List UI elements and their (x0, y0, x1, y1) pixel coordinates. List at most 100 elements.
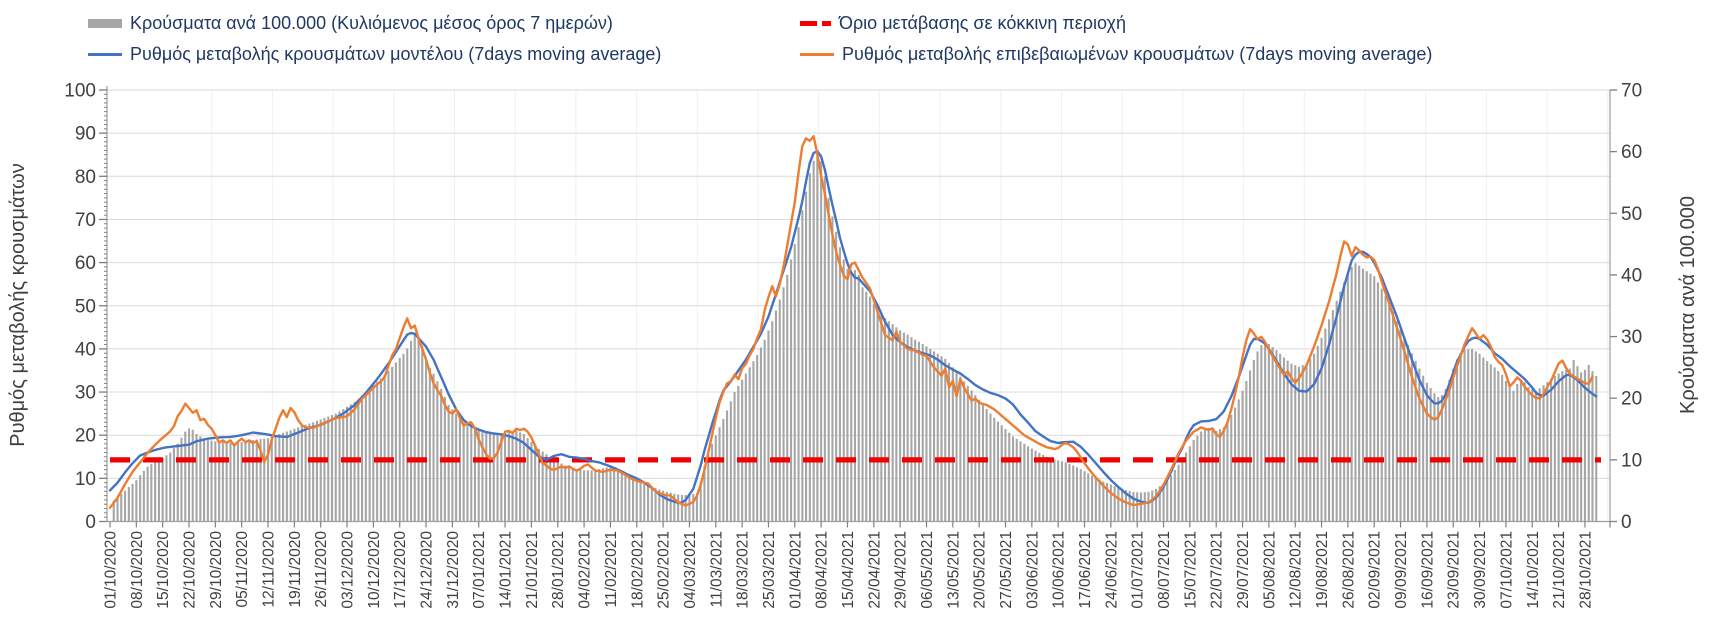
svg-text:22/04/2021: 22/04/2021 (866, 531, 883, 609)
cases-bars-series (112, 154, 1598, 522)
legend-item-cases-bars: Κρούσματα ανά 100.000 (Κυλιόμενος μέσος … (88, 11, 613, 35)
svg-text:24/12/2020: 24/12/2020 (419, 531, 436, 609)
svg-text:22/07/2021: 22/07/2021 (1209, 531, 1226, 609)
svg-text:03/12/2020: 03/12/2020 (340, 531, 357, 609)
svg-text:50: 50 (1621, 204, 1642, 225)
svg-text:40: 40 (1621, 265, 1642, 286)
svg-text:19/08/2021: 19/08/2021 (1314, 531, 1331, 609)
svg-text:15/04/2021: 15/04/2021 (840, 531, 857, 609)
svg-text:04/03/2021: 04/03/2021 (682, 531, 699, 609)
svg-text:29/07/2021: 29/07/2021 (1235, 531, 1252, 609)
svg-text:03/06/2021: 03/06/2021 (1024, 531, 1041, 609)
svg-text:60: 60 (1621, 142, 1642, 163)
svg-text:01/10/2020: 01/10/2020 (103, 531, 120, 609)
svg-text:12/11/2020: 12/11/2020 (261, 531, 278, 608)
svg-text:22/10/2020: 22/10/2020 (182, 531, 199, 609)
svg-text:26/08/2021: 26/08/2021 (1340, 531, 1357, 609)
svg-text:07/01/2021: 07/01/2021 (471, 531, 488, 609)
svg-text:30/09/2021: 30/09/2021 (1472, 531, 1489, 609)
svg-text:30: 30 (1621, 327, 1642, 348)
svg-text:10: 10 (75, 469, 96, 490)
x-tick-labels: 01/10/2020 08/10/2020 15/10/2020 22/10/2020… (103, 531, 1595, 609)
svg-text:09/09/2021: 09/09/2021 (1393, 531, 1410, 609)
svg-text:26/11/2020: 26/11/2020 (313, 531, 330, 608)
svg-text:17/12/2020: 17/12/2020 (392, 531, 409, 609)
confirmed-rate-line-swatch-icon (800, 52, 834, 56)
svg-text:14/01/2021: 14/01/2021 (498, 531, 515, 609)
svg-text:20/05/2021: 20/05/2021 (972, 531, 989, 609)
svg-text:70: 70 (1621, 81, 1642, 102)
svg-text:16/09/2021: 16/09/2021 (1419, 531, 1436, 609)
svg-text:80: 80 (75, 167, 96, 188)
svg-text:100: 100 (64, 81, 96, 102)
y-left-ticks (99, 89, 107, 523)
svg-text:10: 10 (1621, 450, 1642, 471)
confirmed-rate-line (108, 134, 1594, 509)
legend-item-confirmed-rate: Ρυθμός μεταβολής επιβεβαιωμένων κρουσμάτ… (800, 42, 1432, 66)
legend-label: Ρυθμός μεταβολής κρουσμάτων μοντέλου (7d… (130, 43, 662, 64)
svg-text:28/10/2021: 28/10/2021 (1577, 531, 1594, 609)
svg-text:15/10/2020: 15/10/2020 (155, 531, 172, 609)
y-right-axis-title: Κρούσματα ανά 100.000 (1677, 196, 1699, 414)
svg-text:04/02/2021: 04/02/2021 (577, 531, 594, 609)
svg-text:29/10/2020: 29/10/2020 (208, 531, 225, 609)
svg-text:28/01/2021: 28/01/2021 (550, 531, 567, 609)
svg-text:01/04/2021: 01/04/2021 (787, 531, 804, 609)
svg-text:0: 0 (1621, 512, 1632, 533)
legend-label: Ρυθμός μεταβολής επιβεβαιωμένων κρουσμάτ… (842, 43, 1433, 64)
svg-text:20: 20 (1621, 389, 1642, 410)
svg-text:02/09/2021: 02/09/2021 (1367, 531, 1384, 609)
svg-text:12/08/2021: 12/08/2021 (1288, 531, 1305, 609)
svg-text:11/02/2021: 11/02/2021 (603, 531, 620, 607)
svg-text:15/07/2021: 15/07/2021 (1182, 531, 1199, 609)
y-right-ticks (1610, 89, 1617, 523)
svg-text:08/07/2021: 08/07/2021 (1156, 531, 1173, 609)
svg-text:05/08/2021: 05/08/2021 (1261, 531, 1278, 609)
svg-text:27/05/2021: 27/05/2021 (998, 531, 1015, 609)
cases-bar-swatch-icon (88, 18, 122, 28)
legend-item-model-rate: Ρυθμός μεταβολής κρουσμάτων μοντέλου (7d… (88, 42, 661, 66)
svg-text:25/03/2021: 25/03/2021 (761, 531, 778, 609)
svg-text:70: 70 (75, 210, 96, 231)
svg-text:08/04/2021: 08/04/2021 (814, 531, 831, 609)
svg-text:24/06/2021: 24/06/2021 (1103, 531, 1120, 609)
svg-text:0: 0 (85, 512, 96, 533)
svg-text:06/05/2021: 06/05/2021 (919, 531, 936, 609)
svg-text:05/11/2020: 05/11/2020 (234, 531, 251, 608)
svg-text:08/10/2020: 08/10/2020 (129, 531, 146, 609)
legend-label: Όριο μετάβασης σε κόκκινη περιοχή (839, 12, 1127, 33)
svg-text:29/04/2021: 29/04/2021 (893, 531, 910, 609)
x-ticks (109, 521, 1611, 528)
svg-text:10/12/2020: 10/12/2020 (366, 531, 383, 609)
legend-label: Κρούσματα ανά 100.000 (Κυλιόμενος μέσος … (130, 12, 613, 33)
svg-text:13/05/2021: 13/05/2021 (945, 531, 962, 609)
svg-text:50: 50 (75, 296, 96, 317)
svg-text:21/01/2021: 21/01/2021 (524, 531, 541, 609)
svg-text:25/02/2021: 25/02/2021 (656, 531, 673, 609)
svg-text:90: 90 (75, 124, 96, 145)
svg-text:31/12/2020: 31/12/2020 (445, 531, 462, 609)
svg-text:60: 60 (75, 253, 96, 274)
svg-text:40: 40 (75, 339, 96, 360)
model-rate-line (108, 150, 1598, 505)
y-right-tick-labels: 0 10 20 30 40 50 60 70 (1621, 81, 1642, 534)
svg-text:10/06/2021: 10/06/2021 (1051, 531, 1068, 609)
legend: Κρούσματα ανά 100.000 (Κυλιόμενος μέσος … (0, 0, 1712, 70)
svg-text:17/06/2021: 17/06/2021 (1077, 531, 1094, 609)
svg-text:07/10/2021: 07/10/2021 (1498, 531, 1515, 609)
y-left-axis-title: Ρυθμός μεταβολής κρουσμάτων (7, 163, 29, 447)
legend-item-red-threshold: Όριο μετάβασης σε κόκκινη περιοχή (800, 11, 1126, 35)
svg-text:30: 30 (75, 383, 96, 404)
model-rate-line-swatch-icon (88, 52, 122, 56)
svg-text:01/07/2021: 01/07/2021 (1130, 531, 1147, 609)
svg-text:21/10/2021: 21/10/2021 (1551, 531, 1568, 609)
y-left-tick-labels: 0 10 20 30 40 50 60 70 80 90 100 (64, 81, 96, 534)
svg-text:18/03/2021: 18/03/2021 (735, 531, 752, 609)
threshold-dash-swatch-icon (800, 20, 831, 26)
svg-text:18/02/2021: 18/02/2021 (629, 531, 646, 609)
svg-text:14/10/2021: 14/10/2021 (1525, 531, 1542, 609)
svg-text:23/09/2021: 23/09/2021 (1446, 531, 1463, 609)
svg-text:20: 20 (75, 426, 96, 447)
